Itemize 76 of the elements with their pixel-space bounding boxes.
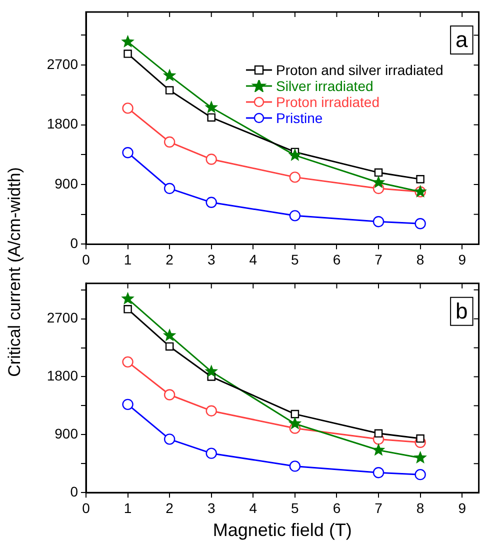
point xyxy=(289,172,301,183)
point xyxy=(372,216,384,228)
point xyxy=(290,410,300,418)
legend-label: Silver irradiated xyxy=(276,78,374,94)
legend-label: Proton and silver irradiated xyxy=(276,62,444,78)
y-tick-label: 900 xyxy=(54,426,78,442)
point xyxy=(372,467,384,478)
x-tick-label: 2 xyxy=(166,251,174,268)
x-tick-label: 7 xyxy=(374,500,383,516)
point xyxy=(416,175,424,184)
point xyxy=(164,182,176,194)
point xyxy=(288,148,302,161)
point xyxy=(121,292,134,305)
annotation: b xyxy=(456,298,468,324)
x-tick-label: 3 xyxy=(207,251,216,268)
point xyxy=(206,154,217,165)
point xyxy=(122,356,134,368)
x-tick-label: 4 xyxy=(249,500,258,516)
point xyxy=(372,443,386,456)
point xyxy=(414,468,426,480)
point xyxy=(416,434,424,443)
point xyxy=(204,100,218,114)
y-tick-label: 1800 xyxy=(46,368,78,384)
point xyxy=(121,34,134,48)
x-tick-label: 2 xyxy=(166,500,174,516)
point xyxy=(206,405,217,416)
y-tick-label: 2700 xyxy=(46,310,78,326)
point xyxy=(374,429,383,438)
point xyxy=(414,450,427,464)
x-tick-label: 0 xyxy=(82,251,90,268)
x-tick-label: 7 xyxy=(374,251,383,268)
x-tick-label: 6 xyxy=(332,500,341,516)
x-tick-label: 0 xyxy=(82,500,90,516)
x-tick-label: 3 xyxy=(207,500,216,516)
point xyxy=(374,168,383,177)
point xyxy=(289,210,301,222)
y-tick-label: 0 xyxy=(70,235,78,252)
legend-label: Proton irradiated xyxy=(276,94,380,110)
point xyxy=(206,448,217,459)
point xyxy=(162,68,176,82)
point xyxy=(165,86,174,94)
y-tick-label: 900 xyxy=(54,175,78,192)
x-tick-label: 8 xyxy=(416,500,424,516)
x-tick-label: 6 xyxy=(332,251,341,268)
point xyxy=(164,434,176,445)
x-tick-label: 4 xyxy=(249,251,258,268)
point xyxy=(414,218,426,230)
point xyxy=(289,460,301,472)
point xyxy=(165,342,174,351)
x-tick-label: 5 xyxy=(291,500,300,516)
x-tick-label: 9 xyxy=(458,251,466,268)
y-tick-label: 0 xyxy=(70,483,78,500)
y-tick-label: 1800 xyxy=(46,116,78,132)
x-tick-label: 8 xyxy=(416,251,424,268)
point xyxy=(122,147,134,158)
point xyxy=(206,196,217,208)
point xyxy=(122,102,134,114)
x-tick-label: 1 xyxy=(124,500,132,516)
x-axis-title: Magnetic field (T) xyxy=(212,520,352,540)
point xyxy=(124,305,132,314)
point xyxy=(122,398,134,410)
annotation: a xyxy=(456,27,469,52)
point xyxy=(204,364,218,378)
x-tick-label: 1 xyxy=(124,251,132,268)
y-tick-label: 2700 xyxy=(46,56,78,72)
point xyxy=(207,113,216,122)
legend-label: Pristine xyxy=(276,110,323,126)
x-tick-label: 5 xyxy=(291,251,300,268)
point xyxy=(372,176,386,188)
point xyxy=(288,416,302,430)
x-tick-label: 9 xyxy=(458,500,466,516)
point xyxy=(162,328,176,342)
y-axis-title: Critical current (A/cm-width) xyxy=(5,166,25,379)
point xyxy=(164,389,176,400)
point xyxy=(124,50,132,58)
point xyxy=(164,136,176,148)
